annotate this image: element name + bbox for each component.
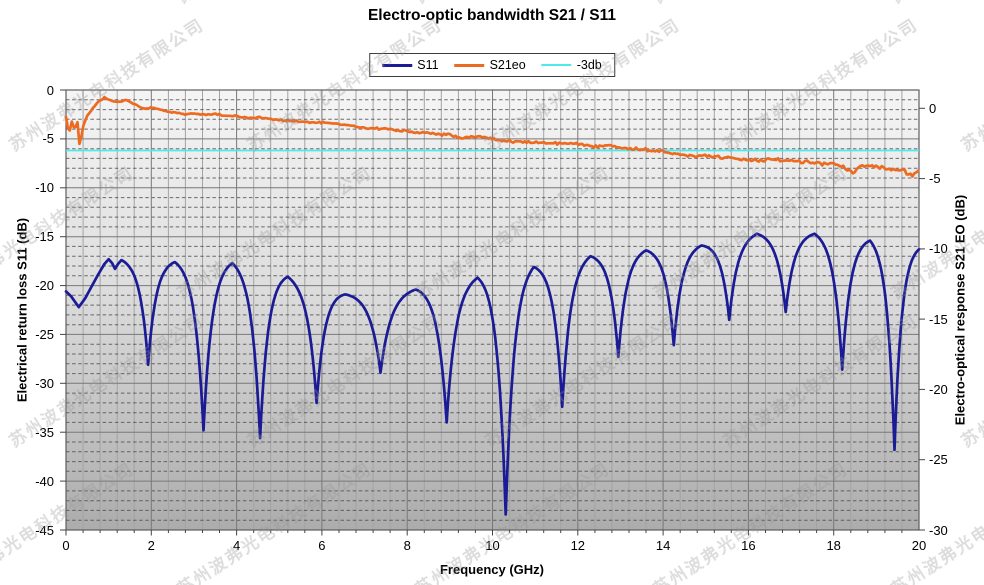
legend: S11 S21eo -3db — [369, 53, 615, 77]
s21eo-curve — [64, 95, 920, 178]
x-axis-title: Frequency (GHz) — [439, 562, 545, 577]
legend-label-s11: S11 — [417, 58, 439, 72]
chart-title: Electro-optic bandwidth S21 / S11 — [367, 7, 617, 24]
legend-swatch-s11 — [382, 63, 413, 67]
legend-label-3db: -3db — [576, 58, 602, 72]
s11-curve — [64, 232, 921, 516]
legend-item-s11: S11 — [382, 58, 439, 72]
left-axis-title: Electrical return loss S11 (dB) — [14, 217, 30, 403]
right-axis-title: Electro-optical response S21 EO (dB) — [952, 194, 968, 426]
legend-swatch-s21eo — [454, 63, 485, 67]
legend-label-s21eo: S21eo — [489, 58, 526, 72]
axis-ticks — [60, 89, 925, 536]
legend-swatch-3db — [541, 64, 572, 66]
legend-item-s21eo: S21eo — [454, 58, 526, 72]
legend-item-3db: -3db — [541, 58, 602, 72]
